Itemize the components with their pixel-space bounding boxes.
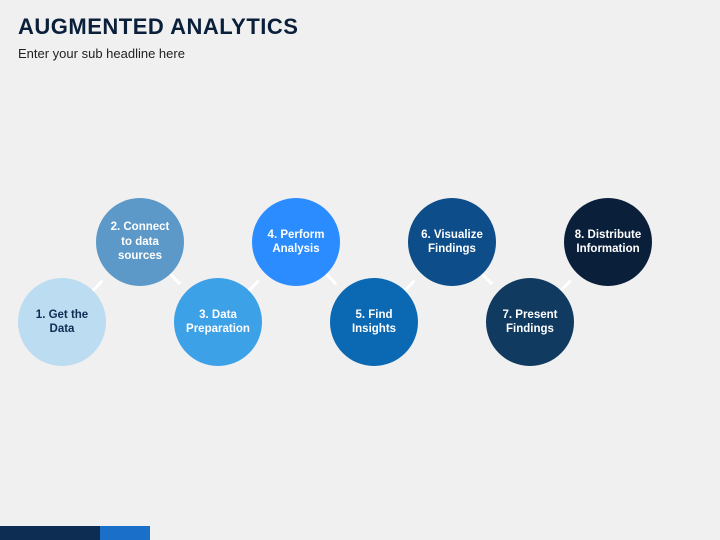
step-label: 5. Find Insights	[338, 308, 410, 337]
step-circle-4: 4. Perform Analysis	[252, 198, 340, 286]
step-label: 7. Present Findings	[494, 308, 566, 337]
step-label: 4. Perform Analysis	[260, 228, 332, 257]
step-label: 8. Distribute Information	[572, 228, 644, 257]
step-label: 1. Get the Data	[26, 308, 98, 337]
step-circle-5: 5. Find Insights	[330, 278, 418, 366]
step-label: 6. Visualize Findings	[416, 228, 488, 257]
step-circle-6: 6. Visualize Findings	[408, 198, 496, 286]
step-circle-7: 7. Present Findings	[486, 278, 574, 366]
step-circle-2: 2. Connect to data sources	[96, 198, 184, 286]
step-label: 2. Connect to data sources	[104, 220, 176, 263]
step-circle-8: 8. Distribute Information	[564, 198, 652, 286]
footer-bar-dark	[0, 526, 100, 540]
step-label: 3. Data Preparation	[182, 308, 254, 337]
footer-bar-blue	[100, 526, 150, 540]
process-flow-diagram: 1. Get the Data 2. Connect to data source…	[0, 0, 720, 540]
step-circle-3: 3. Data Preparation	[174, 278, 262, 366]
step-circle-1: 1. Get the Data	[18, 278, 106, 366]
